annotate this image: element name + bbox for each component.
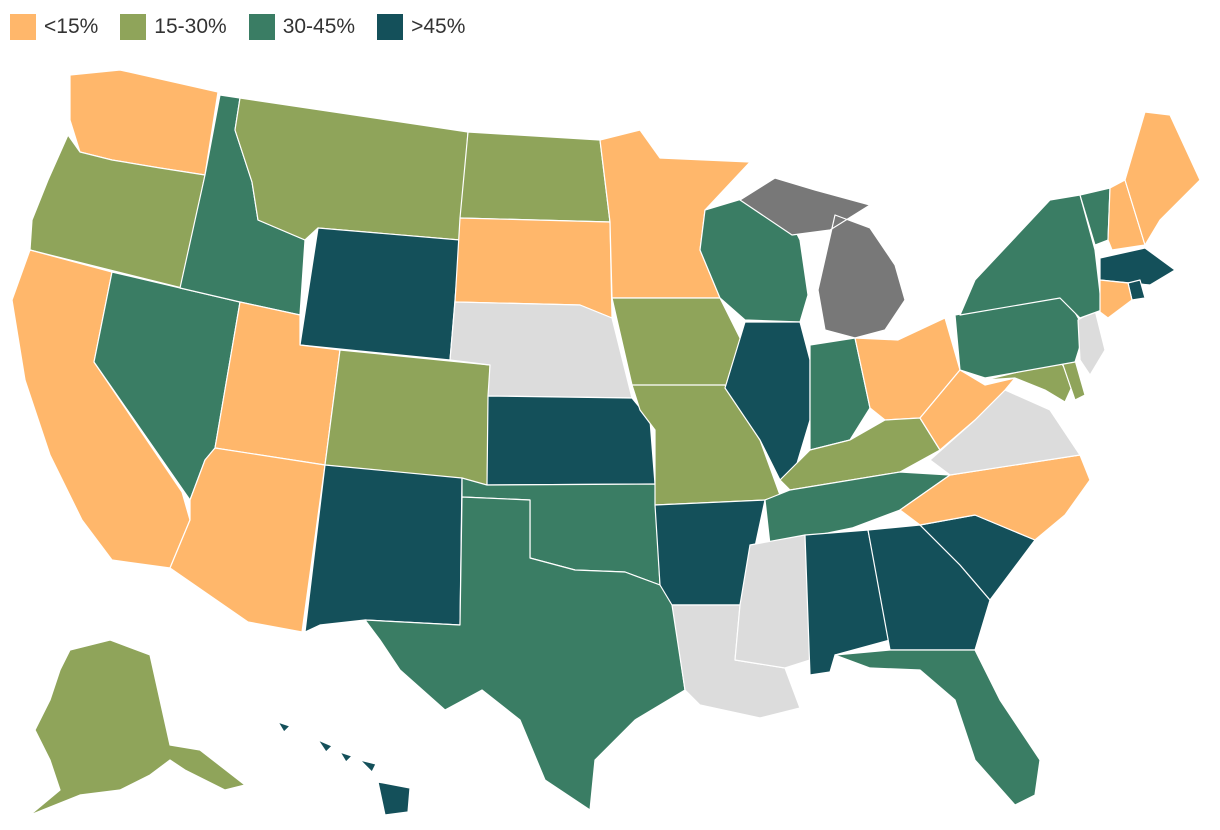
state-ME[interactable] [1124,111,1201,246]
state-NJ[interactable] [1077,309,1106,376]
state-MT[interactable] [234,97,469,241]
legend-item-30-45: 30-45% [248,14,356,40]
legend-label-15-30: 15-30% [154,15,227,38]
state-IA[interactable] [611,297,746,389]
legend-item-15-30: 15-30% [120,14,227,40]
state-WY[interactable] [299,227,461,361]
states-layer [11,69,1201,816]
state-KS[interactable] [486,395,656,486]
legend-swatch-30-45 [248,14,275,40]
state-ND[interactable] [459,131,611,223]
state-NM[interactable] [304,464,463,633]
legend-label-lt15: <15% [44,15,99,38]
state-HI[interactable] [277,721,411,816]
legend-swatch-lt15 [10,14,36,40]
legend-item-gt45: >45% [377,14,465,40]
legend-label-30-45: 30-45% [282,15,356,38]
legend-swatch-gt45 [377,14,404,40]
state-FL[interactable] [834,649,1041,806]
legend: <15% 15-30% 30-45% >45% [10,14,465,40]
state-NY[interactable] [959,194,1103,319]
state-AK[interactable] [29,639,246,816]
state-WV[interactable] [919,369,1016,451]
state-TX[interactable] [364,496,686,811]
state-CT[interactable] [1099,279,1133,319]
legend-label-gt45: >45% [411,15,466,38]
state-CO[interactable] [324,349,491,486]
state-MI[interactable] [739,177,906,339]
state-AZ[interactable] [169,447,326,633]
legend-item-lt15: <15% [10,14,98,40]
state-NH[interactable] [1107,179,1146,251]
state-MA[interactable] [1099,247,1176,286]
legend-swatch-15-30 [120,14,147,40]
